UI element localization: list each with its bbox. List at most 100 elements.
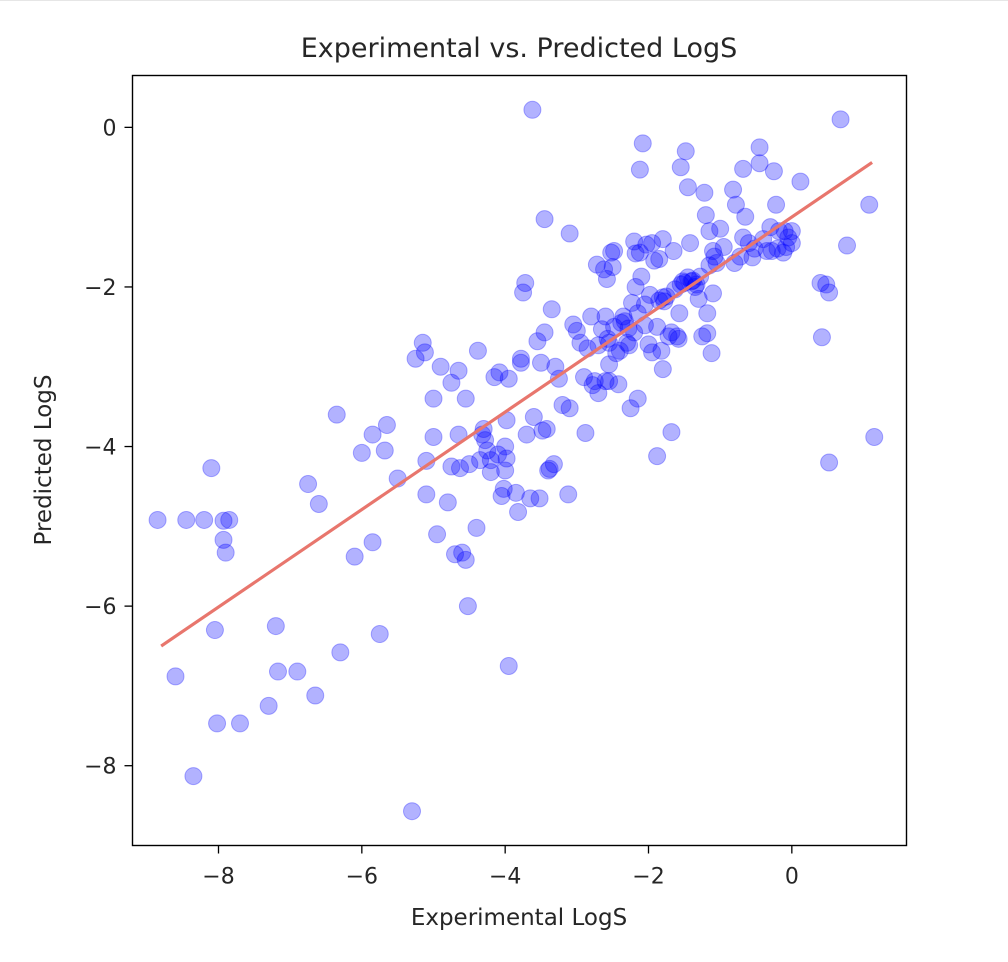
data-point xyxy=(306,686,325,705)
data-point xyxy=(600,355,619,374)
data-point xyxy=(662,323,681,342)
data-point xyxy=(811,273,830,292)
data-point xyxy=(724,180,743,199)
data-point xyxy=(438,493,457,512)
data-point xyxy=(618,333,636,352)
data-point xyxy=(166,667,185,686)
data-point xyxy=(560,224,579,243)
data-point xyxy=(689,289,708,308)
data-point xyxy=(643,343,662,362)
data-point xyxy=(431,357,450,376)
data-point xyxy=(777,238,796,257)
data-point xyxy=(605,242,624,261)
y-axis-label: Predicted LogS xyxy=(31,375,57,546)
data-point xyxy=(478,441,497,460)
data-point xyxy=(683,271,702,290)
data-point xyxy=(530,489,549,508)
data-point xyxy=(668,327,687,346)
data-point xyxy=(458,597,477,616)
data-point xyxy=(476,431,495,450)
data-point xyxy=(726,195,745,214)
data-point xyxy=(537,419,556,438)
data-point xyxy=(460,455,479,474)
x-tick-label: 0 xyxy=(785,865,799,890)
top-border xyxy=(0,0,1008,1)
data-point xyxy=(865,427,884,446)
data-point xyxy=(446,545,464,564)
data-point xyxy=(662,423,681,442)
data-point xyxy=(589,336,608,355)
data-point xyxy=(442,457,461,476)
data-point xyxy=(595,260,614,279)
data-point xyxy=(511,349,530,368)
points-layer xyxy=(148,100,884,821)
data-point xyxy=(605,317,624,336)
data-point xyxy=(451,459,470,478)
data-point xyxy=(514,283,533,302)
data-point xyxy=(774,243,793,262)
data-point xyxy=(148,510,167,529)
data-point xyxy=(205,621,224,640)
data-point xyxy=(628,389,647,408)
data-point xyxy=(782,222,801,241)
data-point xyxy=(553,396,572,415)
data-point xyxy=(184,767,203,786)
data-point xyxy=(352,443,371,462)
data-point xyxy=(370,625,389,644)
y-tick-label: 0 xyxy=(103,116,117,141)
data-point xyxy=(625,232,644,251)
data-point xyxy=(542,300,561,319)
data-point xyxy=(481,463,500,482)
data-point xyxy=(489,445,507,464)
data-point xyxy=(838,236,857,255)
data-point xyxy=(535,210,554,229)
data-point xyxy=(700,222,719,241)
data-point xyxy=(523,100,542,119)
data-point xyxy=(764,162,783,181)
data-point xyxy=(403,802,421,821)
data-point xyxy=(820,283,839,302)
data-point xyxy=(659,327,678,346)
data-point xyxy=(621,399,640,418)
data-point xyxy=(603,258,622,277)
data-point xyxy=(653,360,672,379)
data-point xyxy=(231,714,249,733)
data-point xyxy=(496,461,515,480)
data-point xyxy=(521,489,540,508)
data-point xyxy=(567,321,586,340)
data-point xyxy=(456,389,475,408)
data-point xyxy=(496,437,515,456)
data-point xyxy=(535,323,554,342)
data-point xyxy=(704,242,722,261)
data-point xyxy=(216,543,235,562)
data-point xyxy=(698,304,717,323)
data-point xyxy=(704,284,722,303)
data-point xyxy=(589,384,608,403)
data-point xyxy=(533,421,552,440)
data-point xyxy=(736,207,755,226)
data-point xyxy=(417,485,436,504)
data-point xyxy=(413,333,432,352)
data-point xyxy=(698,324,717,343)
data-point xyxy=(693,327,712,346)
data-point xyxy=(540,459,559,478)
data-point xyxy=(762,242,781,261)
data-point xyxy=(309,494,328,513)
data-point xyxy=(633,134,652,153)
data-point xyxy=(214,511,233,530)
regression-line xyxy=(160,161,873,648)
data-point xyxy=(587,255,606,274)
data-point xyxy=(623,293,642,312)
data-point xyxy=(517,425,536,444)
data-point xyxy=(768,239,787,258)
data-point xyxy=(202,459,221,478)
data-point xyxy=(645,251,664,270)
data-point xyxy=(614,307,633,326)
y-tick-label: −2 xyxy=(84,276,116,301)
data-point xyxy=(750,154,769,173)
data-point xyxy=(630,243,649,262)
data-point xyxy=(791,172,810,191)
data-point xyxy=(640,285,659,304)
data-point xyxy=(648,317,667,336)
data-point xyxy=(750,138,769,157)
